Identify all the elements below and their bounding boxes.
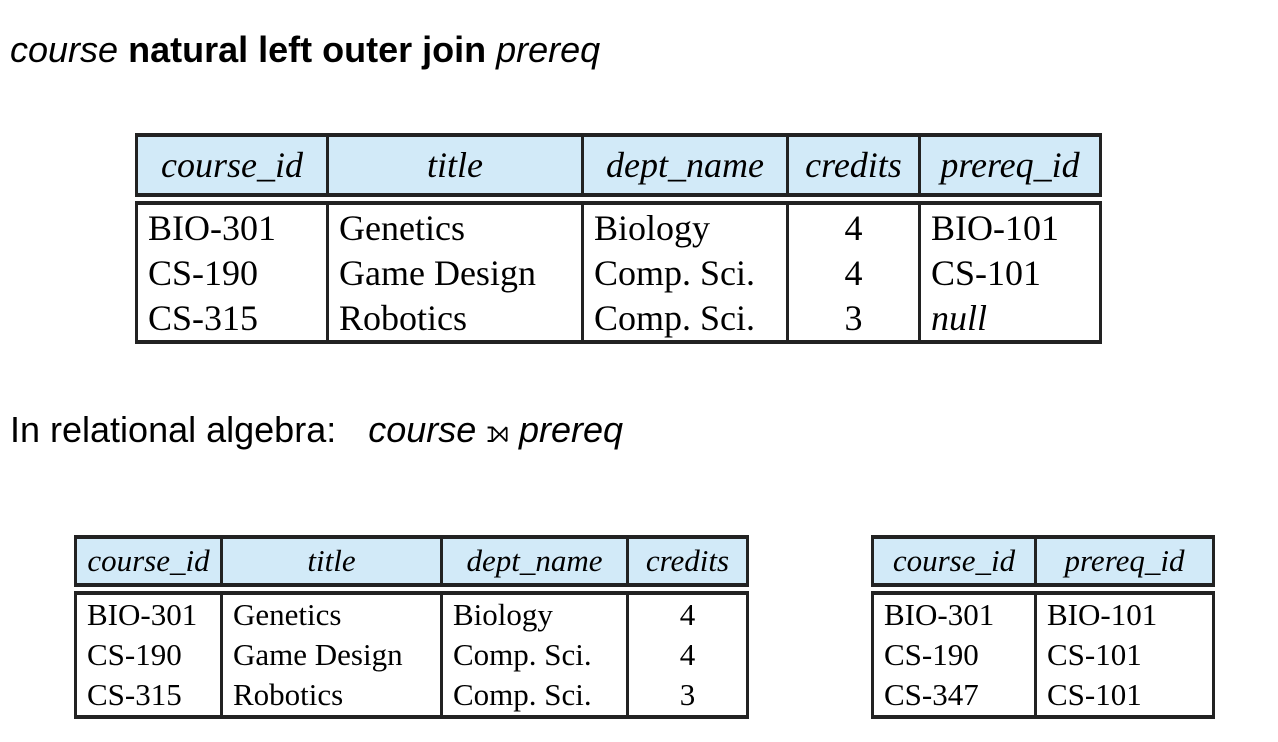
table-cell: Genetics [326, 201, 584, 250]
table-cell: Game Design [326, 250, 584, 295]
table-cell: 4 [786, 201, 921, 250]
table-cell: Comp. Sci. [581, 295, 789, 344]
table-cell: Comp. Sci. [440, 675, 629, 719]
table-cell: BIO-301 [135, 201, 329, 250]
table-row: BIO-301 Genetics Biology 4 [74, 591, 749, 635]
algebra-prefix: In relational algebra: [10, 409, 337, 450]
table-cell: CS-315 [135, 295, 329, 344]
prereq-header-prereq-id: prereq_id [1034, 535, 1215, 587]
heading-right-relation: prereq [496, 29, 601, 70]
table-cell: CS-190 [871, 635, 1037, 675]
table-cell: CS-101 [1034, 675, 1215, 719]
table-cell: Comp. Sci. [581, 250, 789, 295]
result-header-dept-name: dept_name [581, 133, 789, 197]
table-row: CS-190 Game Design Comp. Sci. 4 CS-101 [135, 250, 1102, 295]
left-outer-join-symbol: ⟕ [486, 416, 509, 449]
table-cell: BIO-301 [871, 591, 1037, 635]
table-cell: 4 [786, 250, 921, 295]
table-row: CS-347 CS-101 [871, 675, 1215, 719]
table-cell: 4 [626, 635, 749, 675]
prereq-header-course-id: course_id [871, 535, 1037, 587]
result-header-credits: credits [786, 133, 921, 197]
heading-left-relation: course [10, 29, 119, 70]
algebra-left-relation: course [368, 409, 477, 450]
table-cell: Robotics [326, 295, 584, 344]
relational-algebra-expression: In relational algebra: course ⟕ prereq [10, 408, 623, 455]
result-header-prereq-id: prereq_id [918, 133, 1102, 197]
table-cell: CS-347 [871, 675, 1037, 719]
course-header-dept-name: dept_name [440, 535, 629, 587]
result-header-course-id: course_id [135, 133, 329, 197]
table-row: BIO-301 Genetics Biology 4 BIO-101 [135, 201, 1102, 250]
result-header-row: course_id title dept_name credits prereq… [135, 133, 1102, 197]
table-cell: BIO-101 [918, 201, 1102, 250]
course-header-course-id: course_id [74, 535, 223, 587]
table-cell: CS-315 [74, 675, 223, 719]
page-title: course natural left outer join prereq [10, 28, 600, 72]
course-relation-table: course_id title dept_name credits BIO-30… [74, 535, 749, 719]
null-value-cell: null [918, 295, 1102, 344]
result-header-title: title [326, 133, 584, 197]
table-cell: Biology [440, 591, 629, 635]
table-cell: Robotics [220, 675, 443, 719]
table-row: CS-315 Robotics Comp. Sci. 3 null [135, 295, 1102, 344]
course-header-row: course_id title dept_name credits [74, 535, 749, 587]
table-row: CS-315 Robotics Comp. Sci. 3 [74, 675, 749, 719]
table-cell: 3 [626, 675, 749, 719]
result-relation-table: course_id title dept_name credits prereq… [135, 133, 1102, 344]
algebra-right-relation: prereq [518, 409, 624, 450]
course-header-credits: credits [626, 535, 749, 587]
course-header-title: title [220, 535, 443, 587]
table-cell: BIO-301 [74, 591, 223, 635]
table-cell: Genetics [220, 591, 443, 635]
table-cell: Biology [581, 201, 789, 250]
table-row: BIO-301 BIO-101 [871, 591, 1215, 635]
table-cell: 3 [786, 295, 921, 344]
table-cell: BIO-101 [1034, 591, 1215, 635]
table-row: CS-190 CS-101 [871, 635, 1215, 675]
table-cell: CS-190 [135, 250, 329, 295]
table-cell: CS-101 [918, 250, 1102, 295]
table-cell: CS-190 [74, 635, 223, 675]
table-cell: CS-101 [1034, 635, 1215, 675]
table-cell: 4 [626, 591, 749, 635]
prereq-relation-table: course_id prereq_id BIO-301 BIO-101 CS-1… [871, 535, 1215, 719]
table-row: CS-190 Game Design Comp. Sci. 4 [74, 635, 749, 675]
table-cell: Comp. Sci. [440, 635, 629, 675]
table-cell: Game Design [220, 635, 443, 675]
heading-operator: natural left outer join [128, 29, 487, 70]
prereq-header-row: course_id prereq_id [871, 535, 1215, 587]
